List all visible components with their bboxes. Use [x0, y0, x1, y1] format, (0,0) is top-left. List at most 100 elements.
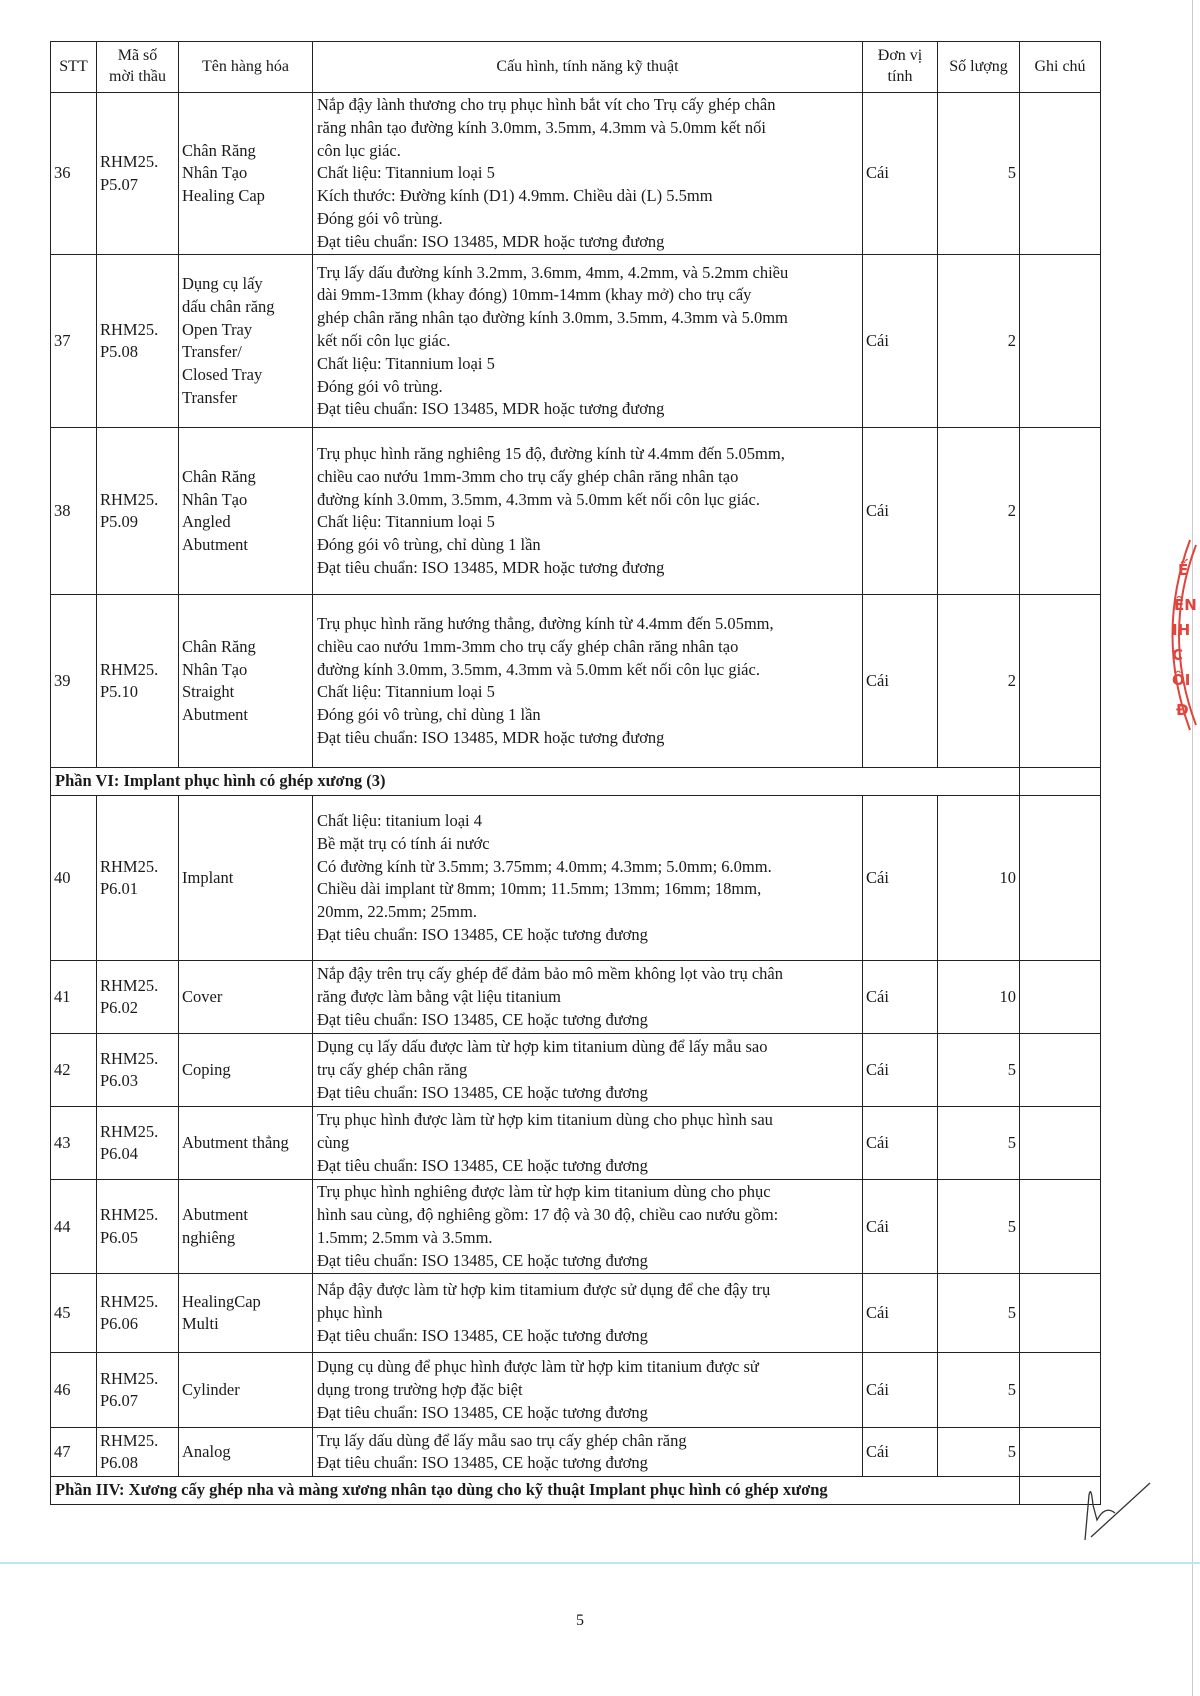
name-cell: Implant — [178, 795, 313, 962]
col-note: Ghi chú — [1019, 41, 1101, 93]
note-cell — [1019, 1427, 1101, 1478]
scan-line — [0, 1562, 1200, 1564]
note-cell — [1019, 1352, 1101, 1429]
signature — [1084, 1482, 1151, 1541]
spec-cell: Trụ phục hình nghiêng được làm từ hợp ki… — [312, 1179, 863, 1275]
page-number: 5 — [576, 1612, 584, 1629]
qty-cell: 5 — [937, 1427, 1020, 1478]
name-cell: Cylinder — [178, 1352, 313, 1429]
code-cell: RHM25. P5.08 — [96, 254, 179, 429]
unit-cell: Cái — [862, 1427, 938, 1478]
table-row: 38 RHM25. P5.09 Chân Răng Nhân Tạo Angled … — [50, 427, 1101, 596]
header-row: STT Mã số mời thầu Tên hàng hóa Cấu hình… — [50, 41, 1101, 93]
section-note-cell — [1019, 767, 1101, 797]
svg-text:IH: IH — [1172, 621, 1190, 639]
stt-cell: 45 — [50, 1273, 97, 1354]
code-cell: RHM25. P5.10 — [96, 594, 179, 769]
section-title: Phần IIV: Xương cấy ghép nha và màng xươ… — [50, 1476, 1020, 1506]
name-cell: Chân Răng Nhân Tạo Straight Abutment — [178, 594, 313, 769]
spec-cell: Trụ lấy dấu dùng để lấy mẫu sao trụ cấy … — [312, 1427, 863, 1478]
code-cell: RHM25. P6.03 — [96, 1033, 179, 1108]
svg-text:Đ: Đ — [1176, 701, 1189, 719]
scan-edge — [1192, 0, 1193, 1696]
spec-cell: Trụ phục hình răng nghiêng 15 độ, đường … — [312, 427, 863, 596]
table-row: 37 RHM25. P5.08 Dụng cụ lấy dấu chân răng … — [50, 254, 1101, 429]
name-cell: Chân Răng Nhân Tạo Angled Abutment — [178, 427, 313, 596]
code-cell: RHM25. P6.01 — [96, 795, 179, 962]
qty-cell: 2 — [937, 594, 1020, 769]
col-stt: STT — [50, 41, 97, 93]
note-cell — [1019, 91, 1101, 256]
qty-cell: 5 — [937, 91, 1020, 256]
qty-cell: 5 — [937, 1033, 1020, 1108]
svg-text:C: C — [1172, 646, 1183, 664]
qty-cell: 10 — [937, 795, 1020, 962]
spec-cell: Nắp đậy trên trụ cấy ghép để đảm bảo mô … — [312, 960, 863, 1035]
note-cell — [1019, 960, 1101, 1035]
goods-table: STT Mã số mời thầu Tên hàng hóa Cấu hình… — [50, 41, 1101, 1506]
table-row: 43 RHM25. P6.04 Abutment thẳng Trụ phục hìn… — [50, 1106, 1101, 1181]
note-cell — [1019, 1033, 1101, 1108]
qty-cell: 5 — [937, 1179, 1020, 1275]
stt-cell: 39 — [50, 594, 97, 769]
name-cell: Analog — [178, 1427, 313, 1478]
code-cell: RHM25. P6.05 — [96, 1179, 179, 1275]
table-row: 36 RHM25. P5.07 Chân Răng Nhân Tạo Healing… — [50, 91, 1101, 256]
table-row: 46 RHM25. P6.07 Cylinder Dụng cụ dùng để ph… — [50, 1352, 1101, 1429]
code-cell: RHM25. P6.02 — [96, 960, 179, 1035]
name-cell: Abutment nghiêng — [178, 1179, 313, 1275]
qty-cell: 5 — [937, 1106, 1020, 1181]
table-row: 45 RHM25. P6.06 HealingCap Multi Nắp đậy đư… — [50, 1273, 1101, 1354]
qty-cell: 2 — [937, 427, 1020, 596]
unit-cell: Cái — [862, 254, 938, 429]
spec-cell: Chất liệu: titanium loại 4 Bề mặt trụ có… — [312, 795, 863, 962]
note-cell — [1019, 1179, 1101, 1275]
col-code: Mã số mời thầu — [96, 41, 179, 93]
stt-cell: 46 — [50, 1352, 97, 1429]
table-row: 44 RHM25. P6.05 Abutment nghiêng Trụ phục h… — [50, 1179, 1101, 1275]
table-row: 42 RHM25. P6.03 Coping Dụng cụ lấy dấu được… — [50, 1033, 1101, 1108]
name-cell: Cover — [178, 960, 313, 1035]
red-stamp: Ế ÊN IH C ÔI Đ — [1171, 539, 1197, 731]
name-cell: HealingCap Multi — [178, 1273, 313, 1354]
qty-cell: 2 — [937, 254, 1020, 429]
unit-cell: Cái — [862, 1273, 938, 1354]
table-row: 40 RHM25. P6.01 Implant Chất liệu: titanium… — [50, 795, 1101, 962]
name-cell: Coping — [178, 1033, 313, 1108]
table-row: 47 RHM25. P6.08 Analog Trụ lấy dấu dùng để … — [50, 1427, 1101, 1478]
unit-cell: Cái — [862, 795, 938, 962]
spec-cell: Trụ lấy dấu đường kính 3.2mm, 3.6mm, 4mm… — [312, 254, 863, 429]
spec-cell: Trụ phục hình răng hướng thẳng, đường kí… — [312, 594, 863, 769]
code-cell: RHM25. P5.09 — [96, 427, 179, 596]
spec-cell: Dụng cụ lấy dấu được làm từ hợp kim tita… — [312, 1033, 863, 1108]
note-cell — [1019, 1273, 1101, 1354]
note-cell — [1019, 1106, 1101, 1181]
stt-cell: 37 — [50, 254, 97, 429]
svg-text:Ế: Ế — [1178, 558, 1189, 579]
section-title: Phần VI: Implant phục hình có ghép xương… — [50, 767, 1020, 797]
section-row: Phần VI: Implant phục hình có ghép xương… — [50, 767, 1101, 797]
note-cell — [1019, 795, 1101, 962]
col-qty: Số lượng — [937, 41, 1020, 93]
name-cell: Abutment thẳng — [178, 1106, 313, 1181]
col-unit: Đơn vị tính — [862, 41, 938, 93]
table-row: 41 RHM25. P6.02 Cover Nắp đậy trên trụ cấy … — [50, 960, 1101, 1035]
stt-cell: 42 — [50, 1033, 97, 1108]
spec-cell: Trụ phục hình được làm từ hợp kim titani… — [312, 1106, 863, 1181]
note-cell — [1019, 427, 1101, 596]
qty-cell: 5 — [937, 1273, 1020, 1354]
unit-cell: Cái — [862, 594, 938, 769]
spec-cell: Nắp đậy lành thương cho trụ phục hình bắ… — [312, 91, 863, 256]
code-cell: RHM25. P6.07 — [96, 1352, 179, 1429]
code-cell: RHM25. P5.07 — [96, 91, 179, 256]
stt-cell: 36 — [50, 91, 97, 256]
col-name: Tên hàng hóa — [178, 41, 313, 93]
table-row: 39 RHM25. P5.10 Chân Răng Nhân Tạo Straigh… — [50, 594, 1101, 769]
unit-cell: Cái — [862, 1352, 938, 1429]
section-note-cell — [1019, 1476, 1101, 1506]
name-cell: Chân Răng Nhân Tạo Healing Cap — [178, 91, 313, 256]
svg-text:ÔI: ÔI — [1172, 670, 1190, 689]
unit-cell: Cái — [862, 1106, 938, 1181]
section-row: Phần IIV: Xương cấy ghép nha và màng xươ… — [50, 1476, 1101, 1506]
stt-cell: 43 — [50, 1106, 97, 1181]
